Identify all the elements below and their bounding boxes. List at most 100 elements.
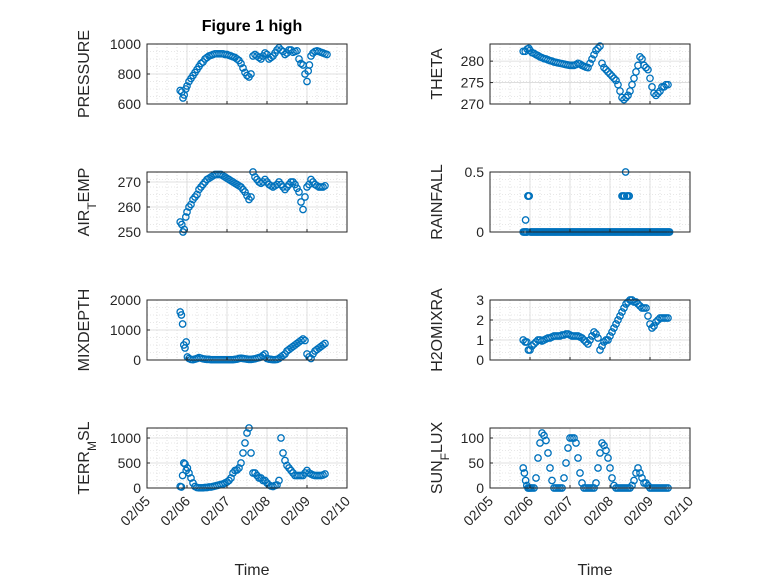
data-point (548, 476, 556, 485)
data-point (203, 53, 211, 62)
y-tick-label: 0 (476, 480, 484, 496)
data-point (522, 338, 531, 346)
data-point (297, 336, 305, 345)
data-point (606, 332, 614, 340)
data-point (578, 334, 586, 342)
data-point (235, 464, 243, 472)
data-point (560, 474, 568, 482)
data-point (592, 479, 600, 487)
subplot-theta: 270 275 280 THETA (429, 42, 691, 112)
data-point (600, 338, 608, 346)
x-tick-label: 02/10 (660, 493, 696, 529)
axes-box (489, 171, 691, 233)
data-point (293, 184, 301, 193)
data-point (239, 64, 247, 72)
subplot-mixdepth: 0 1000 2000 MIXDEPTH (76, 289, 348, 371)
data-point (634, 464, 642, 472)
data-point (323, 50, 331, 59)
data-point (642, 304, 650, 312)
data-point (183, 82, 191, 90)
data-point (650, 322, 658, 330)
data-point (519, 464, 528, 472)
data-point (521, 216, 530, 224)
data-point (636, 53, 644, 61)
data-point (584, 63, 592, 72)
y-tick-label: 800 (118, 66, 142, 82)
data-point (305, 61, 314, 69)
data-point (632, 469, 640, 477)
data-point (279, 449, 287, 457)
data-point (319, 341, 327, 349)
y-tick-label: 2000 (110, 292, 141, 308)
data-point (524, 192, 532, 200)
x-tick-label: 02/07 (540, 493, 576, 529)
data-point (598, 59, 606, 68)
data-point (622, 300, 630, 308)
data-point (528, 342, 536, 350)
data-point (590, 50, 598, 59)
data-point (632, 298, 640, 306)
data-point (564, 444, 572, 452)
data-point (239, 449, 247, 457)
y-tick-label: 0.5 (465, 164, 485, 180)
data-point (660, 83, 668, 91)
y-tick-label: 100 (461, 430, 485, 446)
data-point (295, 188, 303, 196)
data-point (572, 439, 580, 447)
data-point (588, 55, 596, 63)
data-point (297, 59, 305, 68)
data-point (281, 50, 289, 59)
data-point (602, 65, 610, 74)
x-axis-label-left: Time (235, 562, 270, 579)
data-point (193, 190, 201, 199)
data-point (574, 454, 582, 462)
data-point (299, 205, 307, 214)
data-point (656, 87, 664, 95)
data-point (520, 469, 529, 477)
y-axis-label: RAINFALL (429, 164, 446, 240)
data-point (530, 340, 538, 348)
data-point (247, 193, 255, 201)
x-tick-label: 02/06 (157, 493, 193, 529)
y-tick-label: 0 (133, 352, 141, 368)
data-point (642, 63, 650, 72)
data-point (594, 464, 602, 472)
x-tick-label: 02/08 (580, 493, 616, 529)
x-tick-label: 02/05 (117, 493, 153, 529)
data-point (521, 476, 530, 485)
y-tick-label: 1000 (110, 36, 141, 52)
data-point (646, 74, 654, 83)
data-point (241, 188, 249, 196)
y-tick-label: 280 (461, 53, 485, 69)
subplot-rainfall: 0 0.5 RAINFALL (429, 164, 691, 240)
y-tick-label: 0 (133, 480, 141, 496)
data-point (644, 312, 652, 320)
axes-box (146, 171, 348, 233)
y-tick-label: 3 (476, 292, 484, 308)
data-point (241, 439, 249, 447)
data-point (632, 68, 640, 76)
data-point (596, 346, 604, 354)
data-point (654, 89, 662, 98)
data-point (590, 328, 598, 336)
y-axis-label: THETA (429, 48, 446, 100)
axes-box (146, 427, 348, 489)
data-point (233, 466, 241, 474)
y-axis-label: PRESSURE (76, 30, 93, 118)
data-point (183, 208, 191, 216)
data-point (620, 304, 628, 312)
data-point (638, 474, 646, 482)
data-point (540, 431, 548, 440)
x-tick-label: 02/10 (317, 493, 353, 529)
axes-box (489, 43, 691, 105)
data-point (321, 339, 329, 348)
data-point (177, 311, 186, 319)
data-point (281, 456, 289, 465)
figure-title: Figure 1 high (202, 18, 302, 35)
subplot-air-temp: 250 260 270 AIRTEMP (76, 168, 348, 240)
data-point (303, 77, 311, 86)
data-point (600, 441, 608, 450)
axes-box (489, 427, 691, 489)
data-point (652, 91, 660, 100)
